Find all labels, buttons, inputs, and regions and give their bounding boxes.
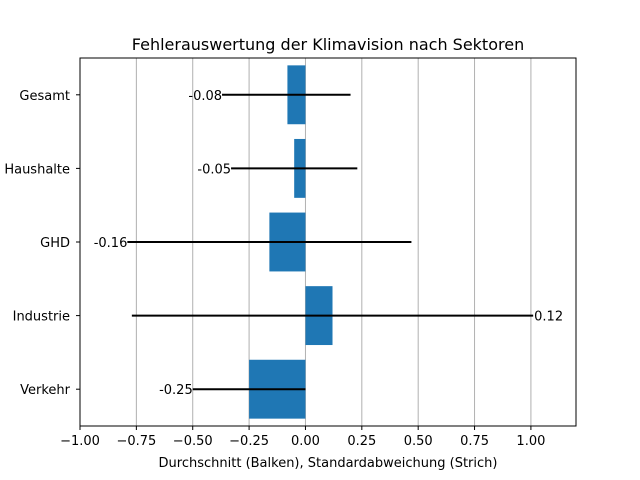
- y-axis-ticks: Gesamt Haushalte GHD Industrie Verkehr: [4, 89, 80, 398]
- x-tick-label: 0.50: [404, 434, 433, 449]
- y-tick-label-haushalte: Haushalte: [4, 162, 70, 177]
- chart-title: Fehlerauswertung der Klimavision nach Se…: [132, 35, 524, 54]
- x-axis-label: Durchschnitt (Balken), Standardabweichun…: [159, 456, 498, 471]
- x-tick-label: 0.00: [291, 434, 320, 449]
- value-labels: -0.08 -0.05 -0.16 0.12 -0.25: [94, 89, 563, 398]
- y-tick-label-ghd: GHD: [40, 236, 70, 251]
- y-tick-label-gesamt: Gesamt: [19, 89, 70, 104]
- error-bars: [127, 93, 534, 391]
- x-tick-label: −1.00: [60, 434, 100, 449]
- x-tick-label: −0.50: [173, 434, 213, 449]
- x-axis-ticks: −1.00 −0.75 −0.50 −0.25 0.00 0.25 0.50 0.75 1.00: [60, 426, 545, 449]
- value-label-haushalte: -0.05: [197, 162, 231, 177]
- y-tick-label-verkehr: Verkehr: [20, 383, 71, 398]
- x-tick-label: 1.00: [516, 434, 545, 449]
- x-tick-label: 0.25: [347, 434, 376, 449]
- value-label-gesamt: -0.08: [188, 89, 222, 104]
- value-label-ghd: -0.16: [94, 236, 128, 251]
- x-tick-label: −0.75: [116, 434, 156, 449]
- value-label-verkehr: -0.25: [159, 383, 193, 398]
- value-label-industrie: 0.12: [534, 310, 563, 325]
- x-tick-label: 0.75: [460, 434, 489, 449]
- x-tick-label: −0.25: [229, 434, 269, 449]
- y-tick-label-industrie: Industrie: [13, 310, 70, 325]
